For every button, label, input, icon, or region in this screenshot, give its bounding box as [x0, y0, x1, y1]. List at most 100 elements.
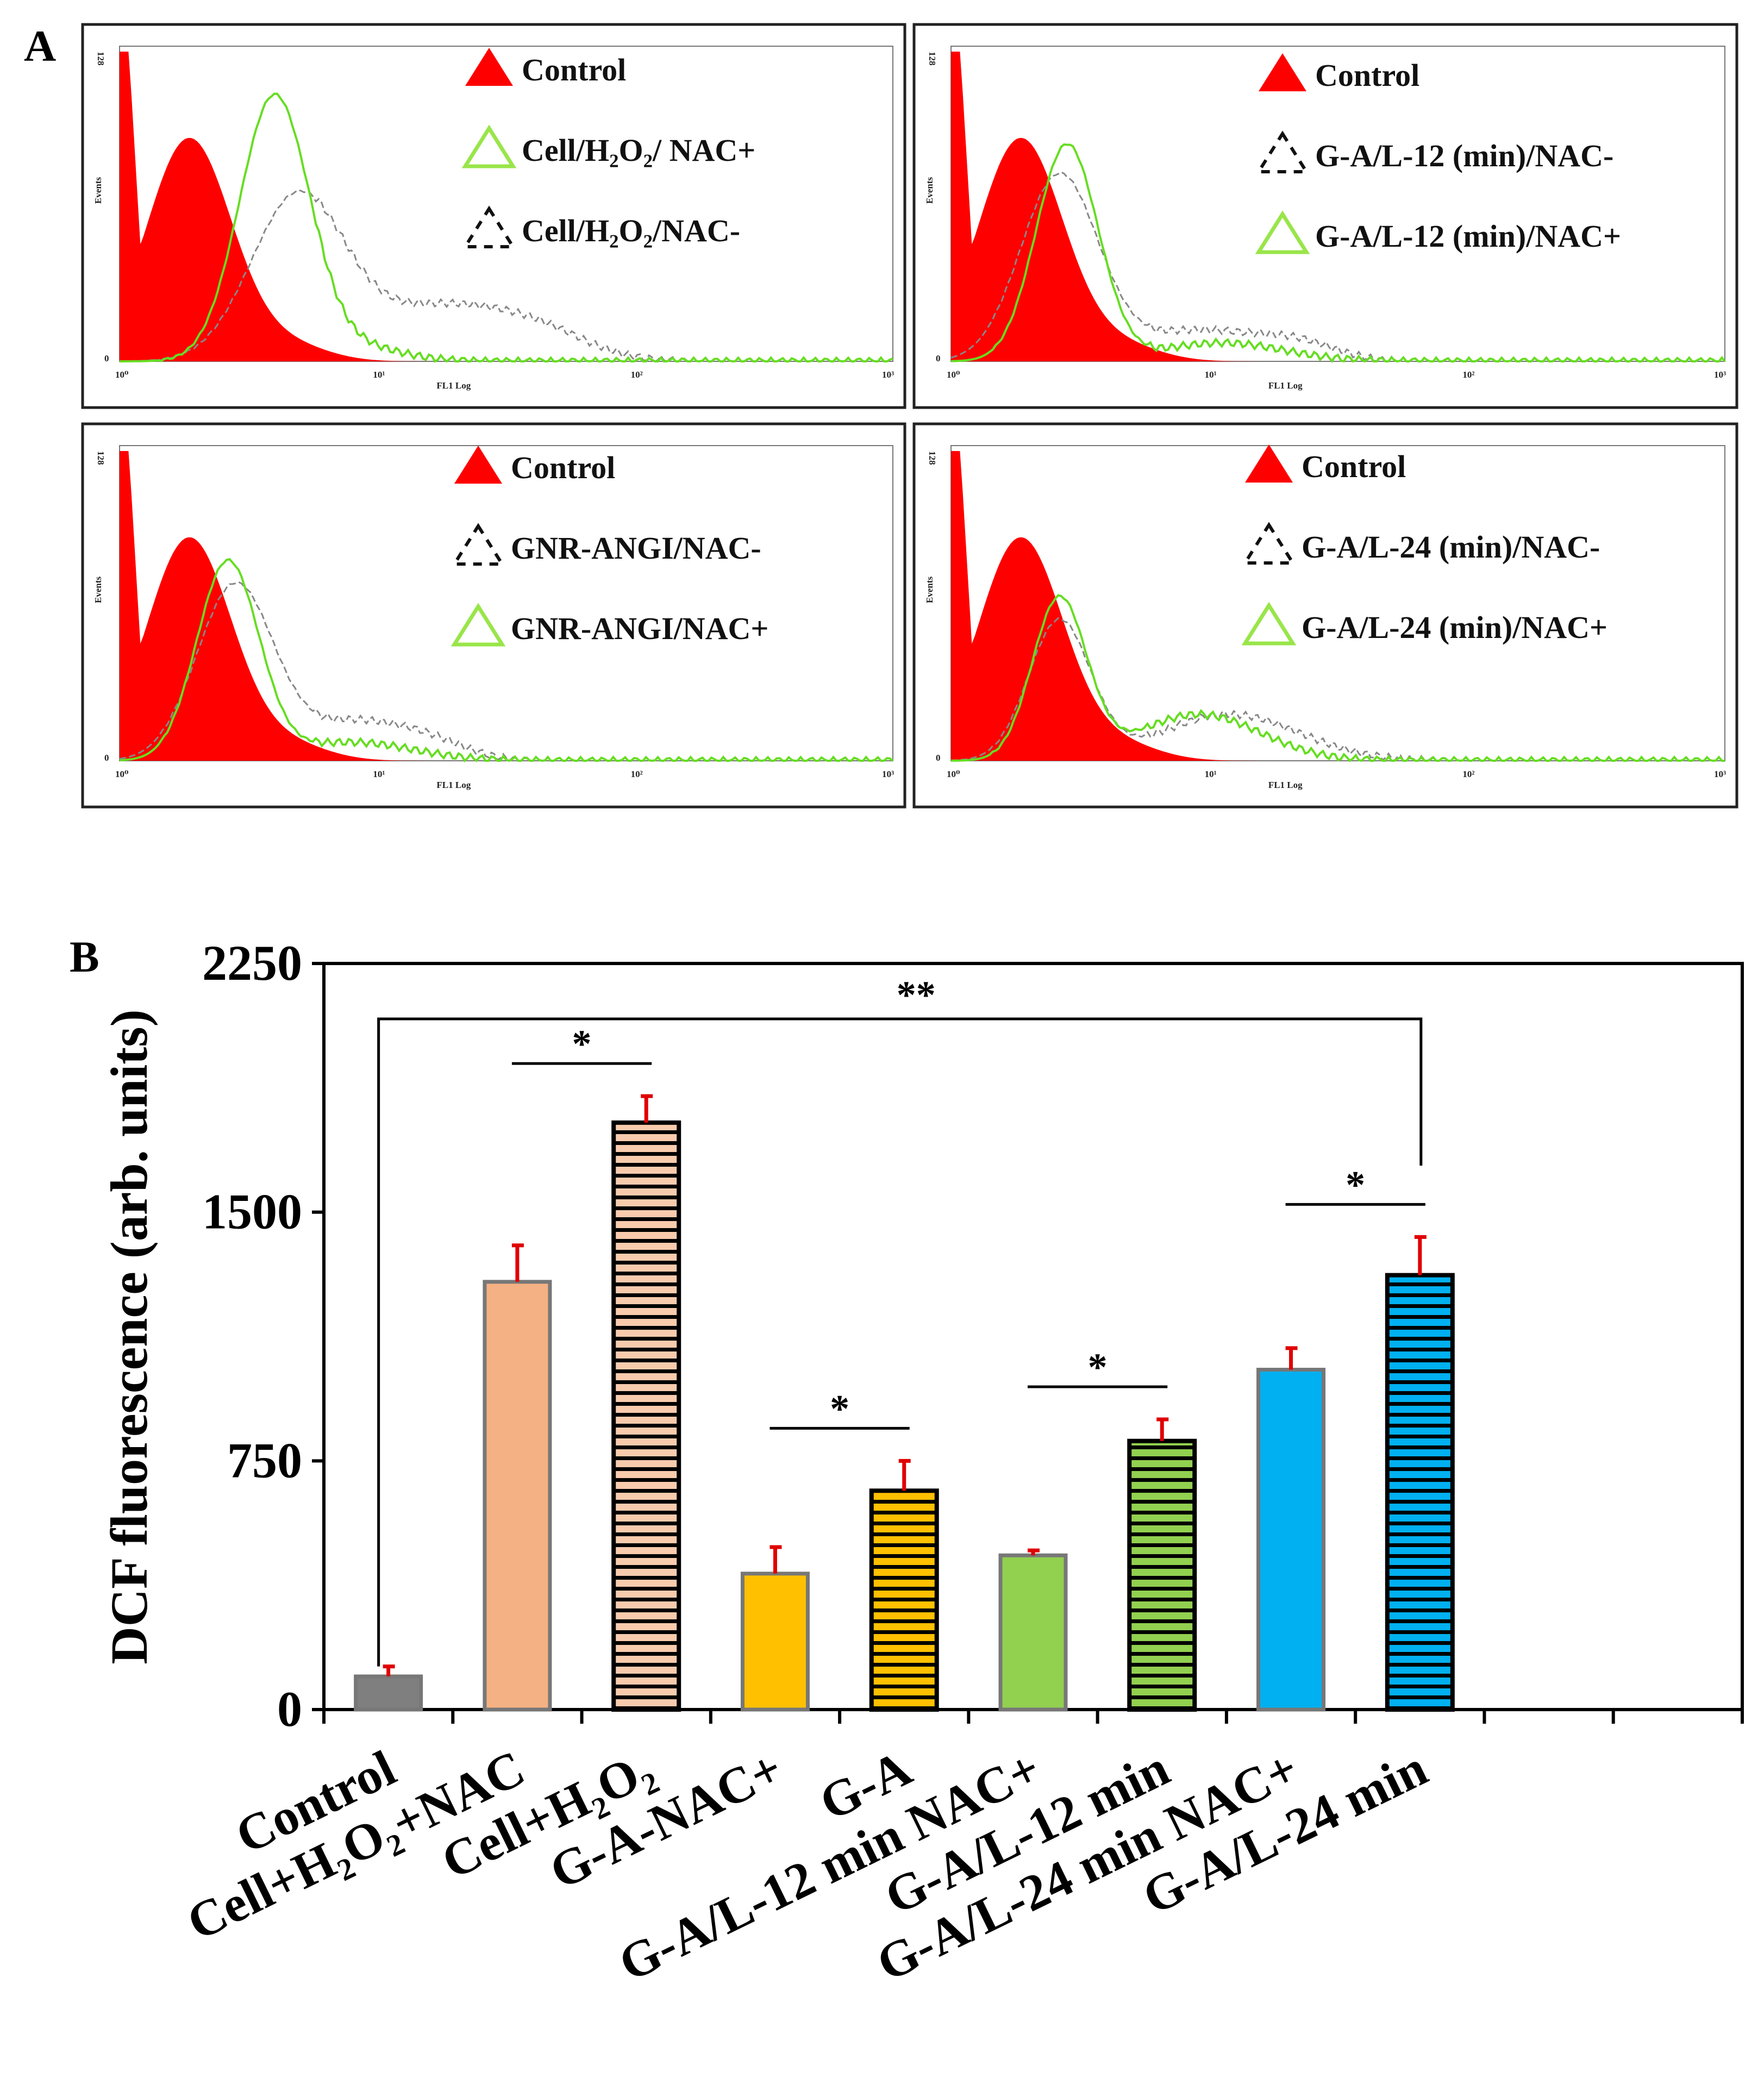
x-tick-label: 10²	[1462, 370, 1474, 380]
bar-group	[1127, 1417, 1197, 1712]
significance-label: *	[1088, 1345, 1108, 1389]
x-tick-label: 10¹	[1205, 370, 1217, 380]
nac-plus-histogram	[950, 594, 1725, 762]
bar-group	[998, 1548, 1068, 1712]
bar	[483, 1280, 552, 1712]
x-tick-label: 10³	[882, 370, 894, 380]
y-max-label: 128	[96, 52, 106, 66]
y-axis-label: Events	[924, 577, 935, 604]
y-max-label: 128	[927, 52, 937, 66]
legend-label: Control	[522, 52, 626, 87]
nac-plus-histogram	[120, 92, 893, 363]
control-histogram	[951, 451, 1725, 761]
nac-plus-histogram	[119, 558, 894, 763]
legend-label: G-A/L-12 (min)/NAC+	[1315, 218, 1621, 254]
significance-bracket	[377, 1017, 1423, 1667]
y-tick-label: 750	[227, 1432, 302, 1488]
significance-label: *	[1346, 1163, 1365, 1206]
bar	[869, 1488, 939, 1712]
panel-a-histograms: 128 0 Events 10⁰ 10¹ 10² 10³ FL1 Log Control Cell…	[81, 23, 1738, 809]
control-histogram	[951, 52, 1725, 361]
y-min-label: 0	[104, 753, 109, 763]
legend-nac-plus-icon	[451, 603, 506, 647]
y-min-label: 0	[936, 353, 941, 364]
bar	[740, 1572, 810, 1712]
legend-nac-minus-icon	[462, 205, 516, 248]
x-tick-label: 10²	[631, 769, 643, 779]
y-axis-label: Events	[924, 177, 935, 204]
panel-b-label: B	[70, 932, 99, 981]
y-axis-label: Events	[93, 577, 103, 604]
nac-plus-histogram	[950, 143, 1726, 363]
legend-control-icon	[454, 446, 502, 484]
bar	[1256, 1368, 1326, 1712]
bar-group	[869, 1459, 939, 1712]
bar	[354, 1674, 423, 1712]
panel-a-label: A	[24, 21, 56, 71]
histogram-panel: 128 0 Events 10⁰ 10¹ 10² 10³ FL1 Log Control Cell…	[81, 23, 906, 409]
bar	[611, 1120, 681, 1712]
legend-control-icon	[1245, 445, 1293, 483]
bar-group	[483, 1243, 552, 1712]
y-max-label: 128	[96, 451, 106, 465]
x-tick-label: 10¹	[373, 769, 385, 779]
legend-label: GNR-ANGI/NAC-	[511, 530, 761, 566]
bar	[1385, 1273, 1455, 1712]
bar-group	[611, 1094, 681, 1712]
legend-nac-plus-icon	[1255, 210, 1310, 254]
x-tick-label: 10⁰	[115, 769, 128, 779]
histogram-panel: 128 0 Events 10⁰ 10¹ 10² 10³ FL1 Log Control GNR-…	[81, 422, 906, 809]
significance-label: *	[830, 1387, 849, 1430]
control-histogram	[120, 451, 893, 761]
bar-group	[1385, 1235, 1455, 1712]
legend-label: Control	[1315, 58, 1419, 93]
y-axis-label: DCF fluorescence (arb. units)	[100, 1009, 158, 1664]
y-tick-label: 1500	[202, 1184, 302, 1240]
significance-label: *	[572, 1022, 592, 1066]
bar	[998, 1553, 1068, 1712]
x-axis-label: FL1 Log	[1268, 380, 1303, 391]
panel-b-bar-chart: 0 750 1500 2250 DCF fluorescence (arb. units…	[100, 935, 1744, 1992]
y-axis-label: Events	[93, 177, 103, 204]
x-tick-label: 10⁰	[947, 769, 960, 779]
x-tick-label: 10³	[882, 769, 894, 779]
legend-control-icon	[465, 48, 513, 86]
x-tick-label: 10³	[1714, 769, 1726, 779]
legend-nac-minus-icon	[1242, 522, 1296, 565]
legend-nac-plus-icon	[461, 124, 517, 168]
y-tick-label: 2250	[202, 935, 302, 991]
legend-control-icon	[1259, 53, 1306, 91]
y-min-label: 0	[936, 753, 941, 763]
histogram-panel: 128 0 Events 10⁰ 10¹ 10² 10³ FL1 Log Control G-A/…	[912, 23, 1738, 409]
significance-label: **	[897, 973, 936, 1017]
legend-nac-minus-icon	[451, 523, 505, 566]
legend-label: Cell/H₂O₂/NAC-	[522, 213, 740, 248]
x-tick-label: 10¹	[373, 370, 385, 380]
bar-group	[740, 1545, 810, 1712]
x-axis-label: FL1 Log	[436, 380, 471, 391]
x-axis-label: FL1 Log	[436, 780, 471, 790]
legend-label: G-A/L-12 (min)/NAC-	[1315, 138, 1613, 173]
x-tick-label: 10³	[1714, 370, 1726, 380]
legend-nac-plus-icon	[1241, 602, 1297, 646]
y-max-label: 128	[927, 451, 937, 465]
y-tick-label: 0	[277, 1681, 302, 1737]
histogram-panel: 128 0 Events 10⁰ 10¹ 10² 10³ FL1 Log Control G-A/…	[912, 422, 1738, 809]
legend-label: Cell/H₂O₂/ NAC+	[522, 133, 755, 168]
bar	[1127, 1438, 1197, 1712]
control-histogram	[120, 52, 893, 361]
x-axis-label: FL1 Log	[1268, 780, 1303, 790]
bar-group	[354, 1664, 423, 1712]
x-tick-label: 10¹	[1205, 769, 1217, 779]
x-tick-label: 10²	[631, 370, 643, 380]
legend-label: G-A/L-24 (min)/NAC+	[1302, 610, 1607, 645]
y-min-label: 0	[104, 353, 109, 364]
legend-label: GNR-ANGI/NAC+	[511, 611, 768, 646]
legend-label: G-A/L-24 (min)/NAC-	[1302, 529, 1600, 565]
legend-label: Control	[1302, 449, 1406, 484]
legend-nac-minus-icon	[1255, 130, 1310, 173]
bar-group	[1256, 1346, 1326, 1712]
x-tick-label: 10²	[1462, 769, 1474, 779]
x-tick-label: 10⁰	[947, 370, 960, 380]
